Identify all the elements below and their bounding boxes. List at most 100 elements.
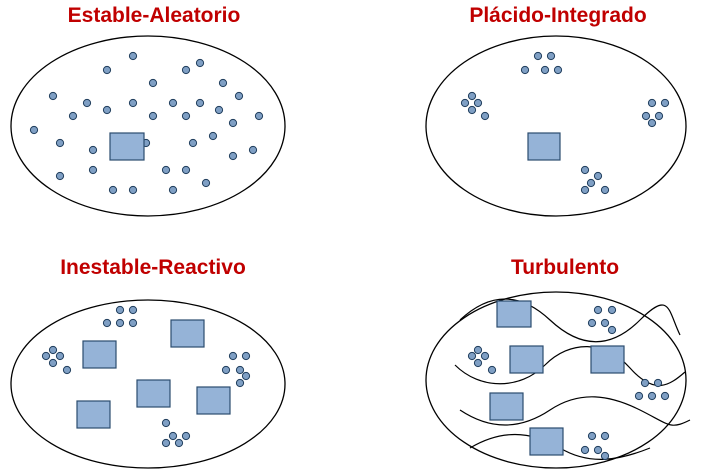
organization-dot xyxy=(546,51,556,61)
organization-dot xyxy=(647,98,657,108)
organization-dot xyxy=(201,178,211,188)
organization-dot xyxy=(640,378,650,388)
organization-dot xyxy=(102,105,112,115)
organization-dot xyxy=(653,378,663,388)
organization-dot xyxy=(128,318,138,328)
panel-turbulento xyxy=(425,291,691,469)
organization-dot xyxy=(241,371,251,381)
organization-dot xyxy=(181,65,191,75)
organization-dot xyxy=(473,98,483,108)
organization-dot xyxy=(241,351,251,361)
organization-box xyxy=(136,379,171,408)
organization-dot xyxy=(235,365,245,375)
panel-title-turbulento: Turbulento xyxy=(510,256,620,279)
organization-dot xyxy=(654,111,664,121)
organization-dot xyxy=(221,365,231,375)
organization-box xyxy=(82,340,117,369)
organization-dot xyxy=(108,185,118,195)
organization-dot xyxy=(234,91,244,101)
organization-dot xyxy=(102,65,112,75)
organization-dot xyxy=(480,351,490,361)
organization-dot xyxy=(647,391,657,401)
organization-dot xyxy=(600,185,610,195)
organization-dot xyxy=(128,51,138,61)
organization-dot xyxy=(55,351,65,361)
organization-dot xyxy=(148,78,158,88)
organization-dot xyxy=(88,145,98,155)
organization-dot xyxy=(580,165,590,175)
organization-dot xyxy=(168,98,178,108)
organization-dot xyxy=(600,451,610,461)
organization-dot xyxy=(641,111,651,121)
organization-dot xyxy=(660,98,670,108)
organization-box xyxy=(489,392,524,421)
organization-dot xyxy=(533,51,543,61)
organization-dot xyxy=(62,365,72,375)
organization-dot xyxy=(161,438,171,448)
organization-dot xyxy=(607,305,617,315)
organization-dot xyxy=(593,171,603,181)
organization-dot xyxy=(181,431,191,441)
organization-dot xyxy=(254,111,264,121)
organization-dot xyxy=(580,445,590,455)
organization-dot xyxy=(48,345,58,355)
organization-dot xyxy=(235,378,245,388)
organization-dot xyxy=(587,431,597,441)
organization-dot xyxy=(208,131,218,141)
organization-dot xyxy=(88,165,98,175)
organization-dot xyxy=(520,65,530,75)
organization-dot xyxy=(188,138,198,148)
organization-dot xyxy=(228,118,238,128)
organization-dot xyxy=(228,151,238,161)
organization-dot xyxy=(587,318,597,328)
organization-dot xyxy=(553,65,563,75)
organization-dot xyxy=(181,111,191,121)
organization-dot xyxy=(181,165,191,175)
organization-box xyxy=(496,300,532,328)
organization-dot xyxy=(218,78,228,88)
turbulence-wave xyxy=(459,298,681,343)
organization-dot xyxy=(467,105,477,115)
organization-dot xyxy=(248,145,258,155)
organization-dot xyxy=(460,98,470,108)
organization-dot xyxy=(580,185,590,195)
organization-dot xyxy=(634,391,644,401)
organization-dot xyxy=(48,91,58,101)
panel-title-placido-integrado: Plácido-Integrado xyxy=(469,4,647,27)
organization-dot xyxy=(168,431,178,441)
organization-dot xyxy=(480,111,490,121)
organization-dot xyxy=(600,431,610,441)
organization-dot xyxy=(473,358,483,368)
organization-dot xyxy=(195,98,205,108)
organization-box xyxy=(527,132,561,161)
organization-dot xyxy=(647,118,657,128)
organization-box xyxy=(509,345,544,374)
organization-dot xyxy=(29,125,39,135)
panel-inestable-reactivo xyxy=(10,299,286,469)
organization-dot xyxy=(55,138,65,148)
environment-ellipse xyxy=(10,35,286,217)
organization-dot xyxy=(68,111,78,121)
organization-dot xyxy=(48,358,58,368)
organization-dot xyxy=(128,98,138,108)
panel-title-inestable-reactivo: Inestable-Reactivo xyxy=(60,256,246,279)
organization-dot xyxy=(174,438,184,448)
organization-dot xyxy=(148,111,158,121)
panel-placido-integrado xyxy=(425,35,687,217)
organization-dot xyxy=(467,91,477,101)
organization-dot xyxy=(593,305,603,315)
organization-dot xyxy=(102,318,112,328)
organization-dot xyxy=(161,165,171,175)
organization-dot xyxy=(168,185,178,195)
organization-dot xyxy=(115,318,125,328)
organization-dot xyxy=(115,305,125,315)
panel-title-estable-aleatorio: Estable-Aleatorio xyxy=(67,4,241,27)
turbulence-wave xyxy=(459,396,691,426)
organization-dot xyxy=(195,58,205,68)
organization-dot xyxy=(214,105,224,115)
organization-dot xyxy=(593,445,603,455)
organization-dot xyxy=(586,178,596,188)
panel-estable-aleatorio xyxy=(10,35,286,217)
organization-dot xyxy=(55,171,65,181)
